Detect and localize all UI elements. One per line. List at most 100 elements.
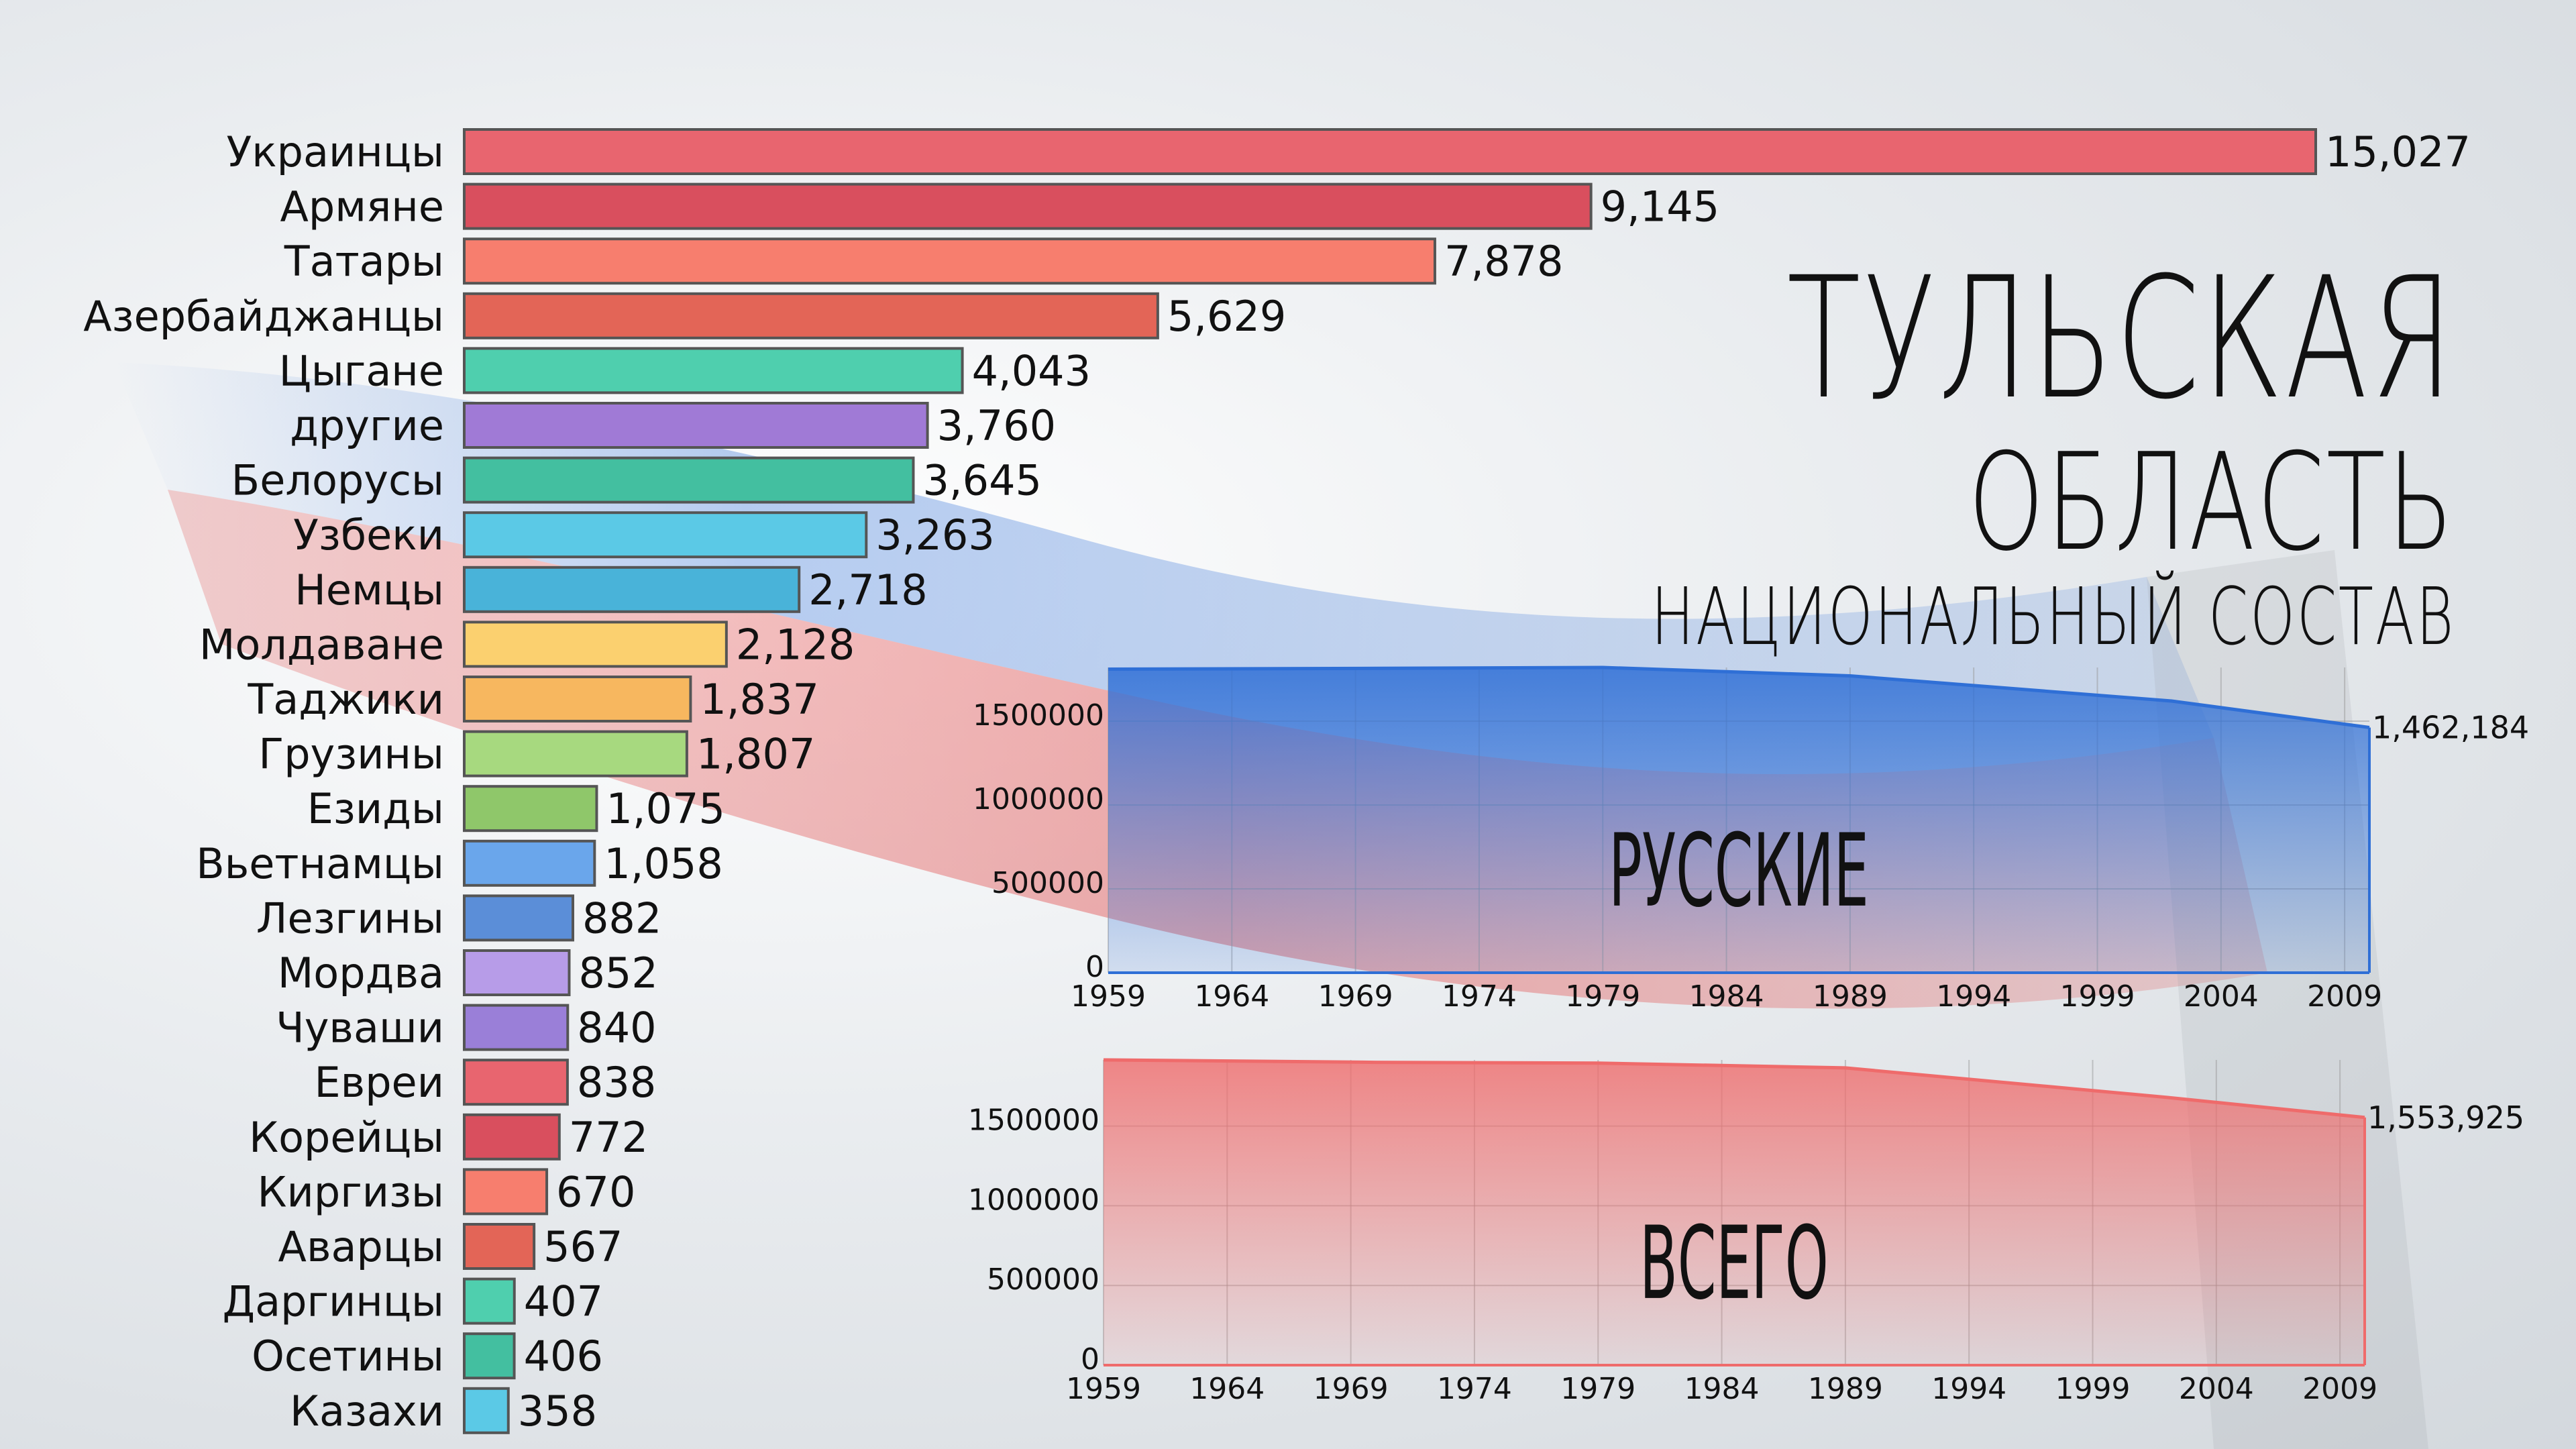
end-value-label: 1,553,925 [2367, 1099, 2524, 1136]
bar-category-label: Азербайджанцы [83, 292, 444, 341]
bar-category-label: Корейцы [249, 1113, 444, 1162]
bar-category-label: Евреи [314, 1058, 444, 1107]
bar-category-label: Армяне [280, 182, 444, 231]
bar-value-label: 2,128 [736, 620, 855, 669]
x-tick-label: 1964 [1189, 1372, 1265, 1406]
bar-value-label: 3,760 [937, 401, 1057, 450]
series-label: РУССКИЕ [1609, 812, 1869, 930]
bar-value-label: 9,145 [1601, 182, 1720, 231]
subtitle: НАЦИОНАЛЬНЫЙ СОСТАВ [1650, 570, 2455, 663]
bar-value-label: 852 [578, 949, 657, 998]
bar [463, 1332, 516, 1380]
bar-category-label: Осетины [252, 1332, 444, 1381]
bar [463, 839, 596, 887]
x-tick-label: 1974 [1442, 979, 1517, 1014]
bar-value-label: 1,837 [700, 675, 819, 724]
x-tick-label: 1994 [1936, 979, 2011, 1014]
bar-value-label: 772 [569, 1113, 648, 1162]
title-region: ТУЛЬСКАЯ [1786, 241, 2455, 436]
bar [463, 292, 1159, 339]
bar-value-label: 406 [524, 1332, 603, 1381]
bar [463, 621, 728, 668]
x-tick-label: 2004 [2184, 979, 2259, 1014]
x-tick-label: 1999 [2055, 1372, 2131, 1406]
bar-value-label: 3,263 [875, 511, 995, 559]
bar [463, 1113, 561, 1161]
x-tick-label: 2009 [2302, 1372, 2377, 1406]
x-tick-label: 1989 [1808, 1372, 1883, 1406]
area-chart-russians: 0 500000 1000000 1500000 1959 1964 1969 1974 197… [973, 665, 2529, 1014]
bar-value-label: 838 [577, 1058, 656, 1107]
title-block: ТУЛЬСКАЯ ОБЛАСТЬ НАЦИОНАЛЬНЫЙ СОСТАВ [1338, 241, 2455, 663]
bar-value-label: 15,027 [2325, 127, 2471, 176]
y-tick-label: 0 [1085, 950, 1104, 984]
bar-value-label: 567 [543, 1222, 623, 1271]
x-tick-label: 1959 [1071, 979, 1146, 1014]
y-tick-label: 1500000 [973, 698, 1104, 733]
bar [463, 566, 801, 613]
bar-value-label: 358 [518, 1387, 597, 1436]
bar-category-label: Белорусы [231, 456, 444, 505]
x-tick-label: 2004 [2179, 1372, 2254, 1406]
bar-category-label: Узбеки [293, 511, 444, 559]
bar [463, 1277, 516, 1325]
bar [463, 1223, 536, 1270]
bar [463, 182, 1593, 230]
bar-category-label: Немцы [294, 566, 444, 614]
bar-category-label: Аварцы [278, 1222, 444, 1271]
bar-category-label: Вьетнамцы [196, 839, 444, 888]
y-tick-label: 1000000 [973, 782, 1104, 816]
bar-value-label: 407 [524, 1277, 603, 1326]
bar-category-label: Молдаване [199, 620, 444, 669]
bar [463, 128, 2317, 175]
x-tick-label: 1969 [1318, 979, 1393, 1014]
x-tick-label: 1989 [1813, 979, 1888, 1014]
bar-value-label: 5,629 [1167, 292, 1287, 341]
bar-value-label: 2,718 [808, 566, 928, 614]
y-tick-label: 500000 [987, 1263, 1099, 1297]
bar-value-label: 1,058 [604, 839, 723, 888]
bar [463, 894, 574, 942]
x-tick-label: 1974 [1437, 1372, 1512, 1406]
bar-value-label: 670 [556, 1167, 635, 1216]
bar-category-label: Грузины [258, 730, 444, 779]
bar-value-label: 7,878 [1444, 237, 1564, 286]
bar-chart: Украинцы 15,027 Армяне 9,145 Татары 7,878 Азер… [83, 127, 2471, 1436]
bar [463, 402, 929, 449]
area-fill [1108, 667, 2369, 973]
bar [463, 456, 915, 504]
series-label: ВСЕГО [1640, 1205, 1829, 1322]
x-tick-label: 1959 [1066, 1372, 1141, 1406]
bar [463, 785, 598, 833]
bar-category-label: Украинцы [226, 127, 444, 176]
bar [463, 511, 868, 559]
y-tick-label: 0 [1081, 1342, 1099, 1377]
bar-category-label: Езиды [307, 784, 444, 833]
bar-category-label: Таджики [247, 675, 444, 724]
end-value-label: 1,462,184 [2372, 709, 2529, 745]
bar-value-label: 1,807 [696, 730, 816, 779]
bar [463, 1004, 570, 1051]
x-tick-label: 1964 [1194, 979, 1269, 1014]
bar [463, 1387, 510, 1434]
area-line [1103, 1058, 2365, 1120]
bar-category-label: Казахи [290, 1387, 444, 1436]
bar [463, 730, 688, 777]
bar [463, 949, 571, 996]
x-tick-label: 1979 [1560, 1372, 1635, 1406]
x-tick-label: 1969 [1313, 1372, 1389, 1406]
bar-category-label: другие [290, 401, 444, 450]
bar [463, 1059, 569, 1106]
area-chart-total: 0 500000 1000000 1500000 1959 1964 1969 1974 197… [968, 1058, 2524, 1406]
bar [463, 1168, 549, 1216]
bar [463, 676, 692, 722]
x-tick-label: 1984 [1684, 1372, 1760, 1406]
y-tick-label: 500000 [991, 866, 1104, 900]
bar [463, 237, 1436, 285]
bar-category-label: Даргинцы [223, 1277, 444, 1326]
bar-value-label: 840 [577, 1004, 656, 1053]
x-tick-label: 1979 [1565, 979, 1640, 1014]
bar-value-label: 882 [582, 894, 661, 943]
x-tick-label: 1984 [1689, 979, 1764, 1014]
area-fill [1104, 1060, 2365, 1365]
